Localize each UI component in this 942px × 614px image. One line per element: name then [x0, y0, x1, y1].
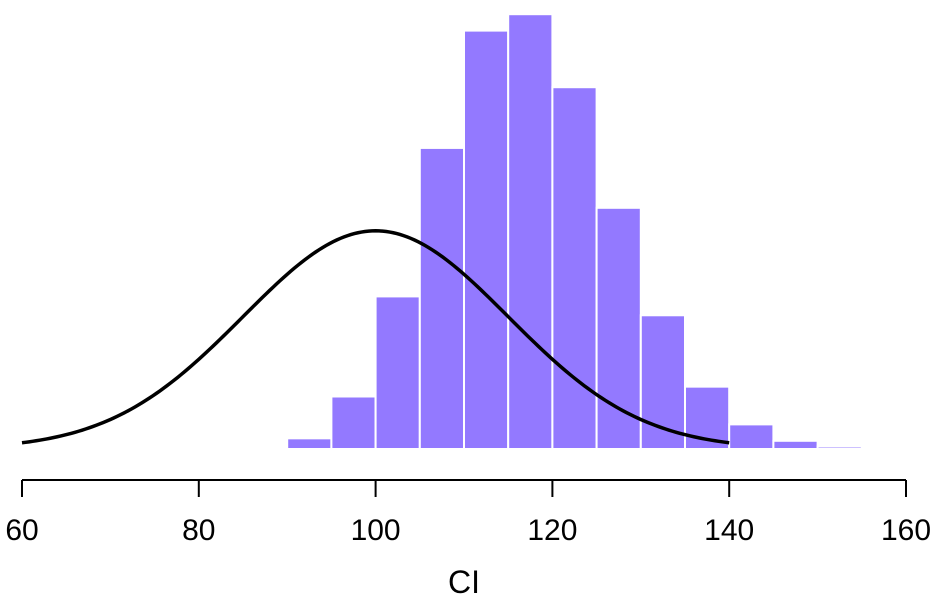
histogram-bar: [330, 395, 377, 451]
histogram-bar: [286, 437, 333, 450]
x-tick-label: 60: [5, 514, 38, 547]
x-tick-label: 80: [182, 514, 215, 547]
histogram-bar: [418, 146, 465, 450]
histogram-bar: [463, 29, 510, 450]
normal-density-curve: [21, 229, 730, 445]
histogram-bar: [816, 445, 863, 450]
histogram-bar: [728, 423, 775, 450]
histogram-bar: [551, 86, 598, 450]
x-tick-label: 160: [881, 514, 931, 547]
x-tick-label: 100: [351, 514, 401, 547]
histogram-bar: [772, 439, 819, 450]
x-axis-title: CI: [448, 564, 480, 600]
histogram-bar: [374, 295, 421, 450]
histogram-bar: [507, 13, 554, 450]
histogram-bar: [595, 206, 642, 450]
x-axis: 60 80 100 120 140 160: [5, 479, 931, 547]
x-tick-label: 120: [527, 514, 577, 547]
histogram-bars: [286, 13, 863, 451]
x-tick-label: 140: [704, 514, 754, 547]
